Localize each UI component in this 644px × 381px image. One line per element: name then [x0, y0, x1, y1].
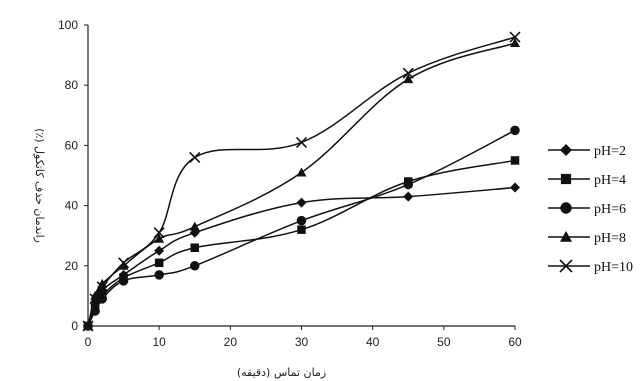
legend-label: pH=10 — [594, 260, 633, 275]
data-point — [189, 221, 200, 231]
y-tick-label: 0 — [71, 319, 78, 333]
data-point — [97, 278, 108, 288]
x-axis-title: زمان تماس (دقیقه) — [237, 366, 326, 379]
data-point — [153, 227, 165, 239]
legend-label: pH=6 — [594, 202, 626, 217]
series-line — [87, 129, 516, 327]
data-point — [403, 74, 414, 84]
data-point — [190, 243, 199, 252]
data-point — [296, 215, 307, 226]
series-layer — [82, 31, 521, 332]
data-point — [510, 38, 520, 48]
x-tick-label: 30 — [295, 335, 309, 349]
x-marker-stroke — [82, 320, 94, 332]
x-marker-stroke — [118, 257, 130, 269]
data-point — [509, 31, 521, 43]
data-point — [295, 136, 308, 148]
data-point — [510, 156, 520, 165]
x-tick-label: 60 — [508, 335, 522, 349]
legend-label: pH=2 — [594, 144, 626, 159]
data-point — [118, 257, 130, 269]
data-point — [403, 191, 414, 202]
data-point — [510, 182, 520, 193]
legend-marker — [560, 202, 572, 214]
legend-item: pH=6 — [548, 202, 626, 217]
x-marker-stroke — [153, 227, 165, 239]
x-marker-stroke — [509, 31, 521, 43]
data-point — [296, 197, 307, 208]
x-tick-label: 10 — [152, 335, 166, 349]
series-line — [87, 186, 516, 327]
legend-marker — [560, 144, 572, 156]
data-point — [118, 276, 129, 286]
x-marker-stroke — [96, 281, 108, 293]
legend-label: pH=8 — [594, 231, 626, 246]
x-tick-label: 50 — [437, 335, 451, 349]
data-point — [402, 67, 414, 79]
data-point — [96, 281, 108, 293]
x-marker-stroke — [89, 293, 101, 305]
data-point — [154, 270, 164, 280]
legend: pH=2 pH=4 pH=6 pH=8 pH=10 — [548, 144, 633, 275]
x-tick-label: 40 — [366, 335, 380, 349]
axes: 0 20 40 60 80 100 0 10 20 30 40 50 60 — [58, 18, 522, 349]
series-ph-2 — [83, 182, 520, 331]
legend-item: pH=4 — [548, 173, 626, 188]
legend-item: pH=2 — [548, 144, 626, 159]
legend-marker — [559, 259, 573, 273]
data-point — [190, 261, 200, 271]
data-point — [118, 260, 129, 270]
x-marker-stroke — [189, 151, 201, 164]
y-tick-label: 40 — [65, 199, 79, 213]
series-ph-4 — [83, 156, 520, 331]
data-point — [82, 320, 94, 332]
series-line — [87, 42, 516, 327]
series-line — [87, 36, 516, 327]
legend-label: pH=4 — [594, 173, 626, 188]
x-tick-label: 0 — [85, 335, 92, 349]
legend-marker — [560, 231, 572, 242]
legend-item: pH=8 — [548, 231, 626, 246]
series-ph-8 — [83, 38, 520, 330]
data-point — [154, 233, 165, 243]
x-marker-stroke — [402, 67, 414, 79]
y-tick-label: 80 — [65, 78, 79, 92]
y-tick-label: 60 — [65, 138, 79, 152]
series-ph-10 — [82, 31, 521, 332]
data-point — [97, 294, 107, 304]
data-point — [296, 167, 307, 177]
legend-item: pH=10 — [548, 259, 633, 275]
y-axis-title: راندمان حذف کاتکول (٪) — [33, 128, 46, 243]
y-tick-label: 100 — [58, 18, 78, 32]
x-tick-label: 20 — [224, 335, 238, 349]
data-point — [90, 290, 101, 300]
data-point — [510, 125, 520, 136]
legend-marker — [560, 173, 572, 185]
data-point — [297, 225, 306, 234]
data-point — [403, 179, 413, 190]
y-tick-label: 20 — [65, 259, 79, 273]
x-marker-stroke — [559, 259, 573, 273]
data-point — [154, 245, 165, 256]
x-marker-stroke — [295, 136, 308, 148]
data-point — [189, 151, 201, 164]
series-ph-6 — [83, 125, 520, 331]
data-point — [89, 293, 101, 305]
data-point — [154, 258, 164, 268]
